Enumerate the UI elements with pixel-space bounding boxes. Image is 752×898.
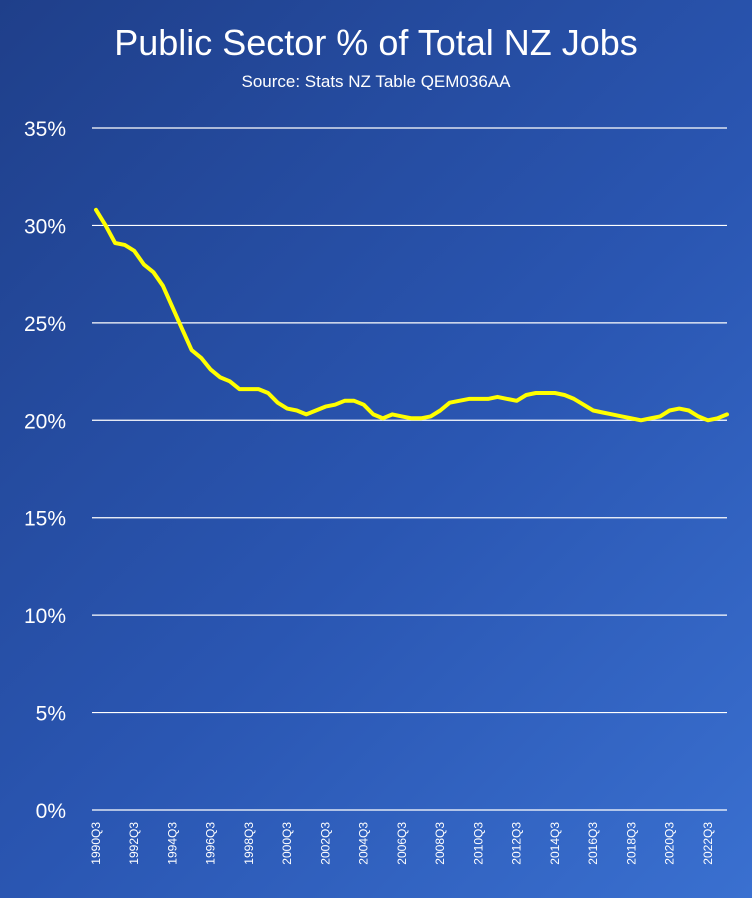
y-tick-label: 0% xyxy=(36,800,66,823)
x-tick-label: 2012Q3 xyxy=(510,822,524,865)
x-axis-ticks: 1990Q3 1992Q3 1994Q3 1996Q3 1998Q3 2000Q3 2002… xyxy=(89,822,715,865)
chart-title: Public Sector % of Total NZ Jobs xyxy=(114,22,638,63)
x-tick-label: 1998Q3 xyxy=(242,822,256,865)
x-tick-label: 2022Q3 xyxy=(701,822,715,865)
x-tick-label: 2018Q3 xyxy=(624,822,638,865)
x-tick-label: 2006Q3 xyxy=(395,822,409,865)
x-tick-label: 2000Q3 xyxy=(280,822,294,865)
x-tick-label: 2004Q3 xyxy=(357,822,371,865)
x-tick-label: 1990Q3 xyxy=(89,822,103,865)
y-tick-label: 35% xyxy=(24,118,66,141)
y-tick-label: 30% xyxy=(24,215,66,238)
y-tick-label: 15% xyxy=(24,508,66,531)
y-axis-ticks: 0% 5% 10% 15% 20% 25% 30% 35% xyxy=(24,118,66,823)
x-tick-label: 1996Q3 xyxy=(204,822,218,865)
y-tick-label: 25% xyxy=(24,313,66,336)
series-line-0 xyxy=(94,207,729,423)
x-tick-label: 2008Q3 xyxy=(433,822,447,865)
x-tick-label: 2020Q3 xyxy=(663,822,677,865)
gridlines xyxy=(92,127,727,811)
chart-subtitle: Source: Stats NZ Table QEM036AA xyxy=(241,72,511,91)
x-tick-label: 2010Q3 xyxy=(471,822,485,865)
x-tick-label: 1992Q3 xyxy=(127,822,141,865)
y-tick-label: 20% xyxy=(24,410,66,433)
x-tick-label: 2014Q3 xyxy=(548,822,562,865)
x-tick-label: 2002Q3 xyxy=(318,822,332,865)
x-tick-label: 1994Q3 xyxy=(165,822,179,865)
y-tick-label: 10% xyxy=(24,605,66,628)
series-lines xyxy=(94,207,729,423)
y-tick-label: 5% xyxy=(36,703,66,726)
x-tick-label: 2016Q3 xyxy=(586,822,600,865)
